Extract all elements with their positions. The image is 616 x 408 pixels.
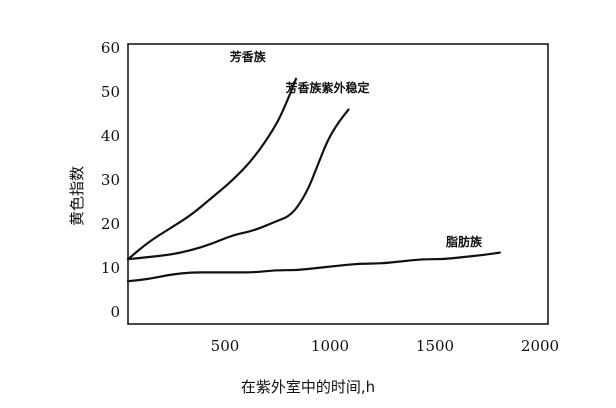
y-tick-labels: 0 10 20 30 40 50 60 — [101, 39, 120, 321]
series-label-2: 芳香族紫外稳定 — [285, 80, 369, 95]
plot-frame — [127, 43, 549, 325]
x-tick-label: 1000 — [311, 337, 349, 355]
x-tick-label: 2000 — [521, 337, 559, 355]
x-tick-label: 1500 — [416, 337, 454, 355]
series-line-1 — [126, 77, 298, 261]
series-lines — [126, 77, 501, 283]
y-tick-label: 20 — [101, 215, 120, 233]
series-label-3: 脂肪族 — [445, 234, 483, 249]
series-line-2 — [126, 108, 350, 261]
x-tick-labels: 500 1000 1500 2000 — [211, 337, 559, 355]
x-tick-label: 500 — [211, 337, 240, 355]
y-tick-label: 30 — [101, 171, 120, 189]
series-label-1: 芳香族 — [230, 49, 267, 64]
y-tick-label: 50 — [101, 83, 120, 101]
y-tick-label: 40 — [101, 127, 120, 145]
y-tick-label: 10 — [101, 259, 120, 277]
y-tick-label: 0 — [110, 303, 120, 321]
y-tick-label: 60 — [101, 39, 120, 57]
series-line-3 — [126, 251, 501, 283]
x-axis-title: 在紫外室中的时间,h — [241, 378, 375, 396]
y-axis-title: 黄色指数 — [68, 166, 86, 226]
